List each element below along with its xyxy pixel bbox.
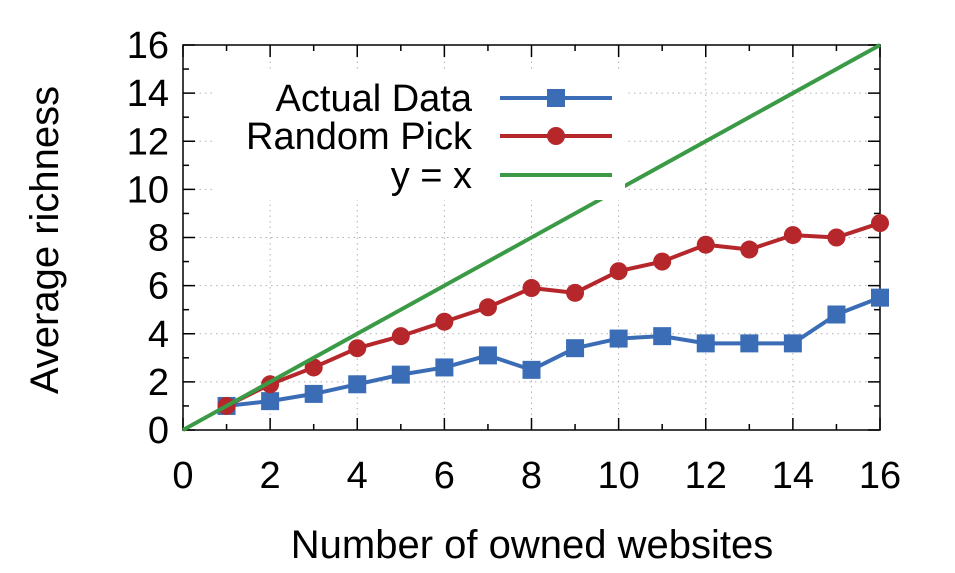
y-tick-label: 14: [127, 73, 169, 115]
data-point: [478, 298, 497, 317]
legend-label: Actual Data: [276, 78, 473, 120]
data-point: [783, 334, 802, 353]
y-tick-label: 2: [148, 362, 169, 404]
y-tick-label: 8: [148, 218, 169, 260]
data-point: [827, 228, 846, 247]
data-point: [478, 346, 497, 365]
data-point: [740, 334, 759, 353]
data-point: [696, 334, 715, 353]
x-tick-label: 0: [172, 455, 193, 497]
data-point: [435, 312, 454, 331]
x-tick-label: 4: [347, 455, 368, 497]
series-line: [182, 43, 881, 432]
data-point: [304, 384, 323, 403]
axis-ticks: 0 2 4 6 8 10 12 14 16 0 2 4 6 8 10 12 14 16: [127, 25, 901, 497]
y-tick-label: 10: [127, 169, 169, 211]
legend-label: Random Pick: [246, 116, 473, 158]
x-tick-label: 10: [597, 455, 639, 497]
data-point: [566, 283, 585, 302]
data-point: [740, 240, 759, 259]
legend-label: y = x: [391, 155, 472, 197]
data-point: [696, 235, 715, 254]
data-point: [304, 358, 323, 377]
data-point: [609, 329, 628, 348]
y-tick-label: 0: [148, 410, 169, 452]
data-point: [522, 360, 541, 379]
x-tick-label: 14: [772, 455, 814, 497]
data-point: [348, 339, 367, 358]
data-point: [871, 214, 889, 233]
series-group: [182, 43, 889, 432]
data-point: [653, 252, 672, 271]
x-tick-label: 2: [260, 455, 281, 497]
data-point: [348, 375, 367, 394]
x-tick-label: 8: [521, 455, 542, 497]
x-tick-label: 16: [859, 455, 901, 497]
data-point: [435, 358, 454, 377]
y-tick-label: 16: [127, 25, 169, 67]
y-axis-label: Average richness: [23, 86, 67, 394]
y-tick-label: 12: [127, 121, 169, 163]
data-point: [827, 305, 846, 324]
legend-marker: [547, 89, 565, 107]
x-tick-label: 6: [434, 455, 455, 497]
series-actual-data: [217, 288, 889, 415]
data-point: [391, 327, 410, 346]
series-y-x: [182, 43, 881, 432]
data-point: [261, 392, 280, 411]
data-point: [783, 226, 802, 245]
y-tick-label: 4: [148, 314, 169, 356]
x-axis-label: Number of owned websites: [291, 523, 773, 567]
data-point: [391, 365, 410, 384]
x-tick-label: 12: [685, 455, 727, 497]
y-tick-label: 6: [148, 266, 169, 308]
data-point: [566, 339, 585, 358]
data-point: [609, 262, 628, 281]
legend-marker: [547, 127, 565, 145]
series-line: [226, 295, 881, 408]
data-point: [871, 288, 889, 307]
data-point: [522, 279, 541, 298]
data-point: [653, 327, 672, 346]
series-line: [225, 221, 881, 408]
series-random-pick: [217, 214, 889, 415]
